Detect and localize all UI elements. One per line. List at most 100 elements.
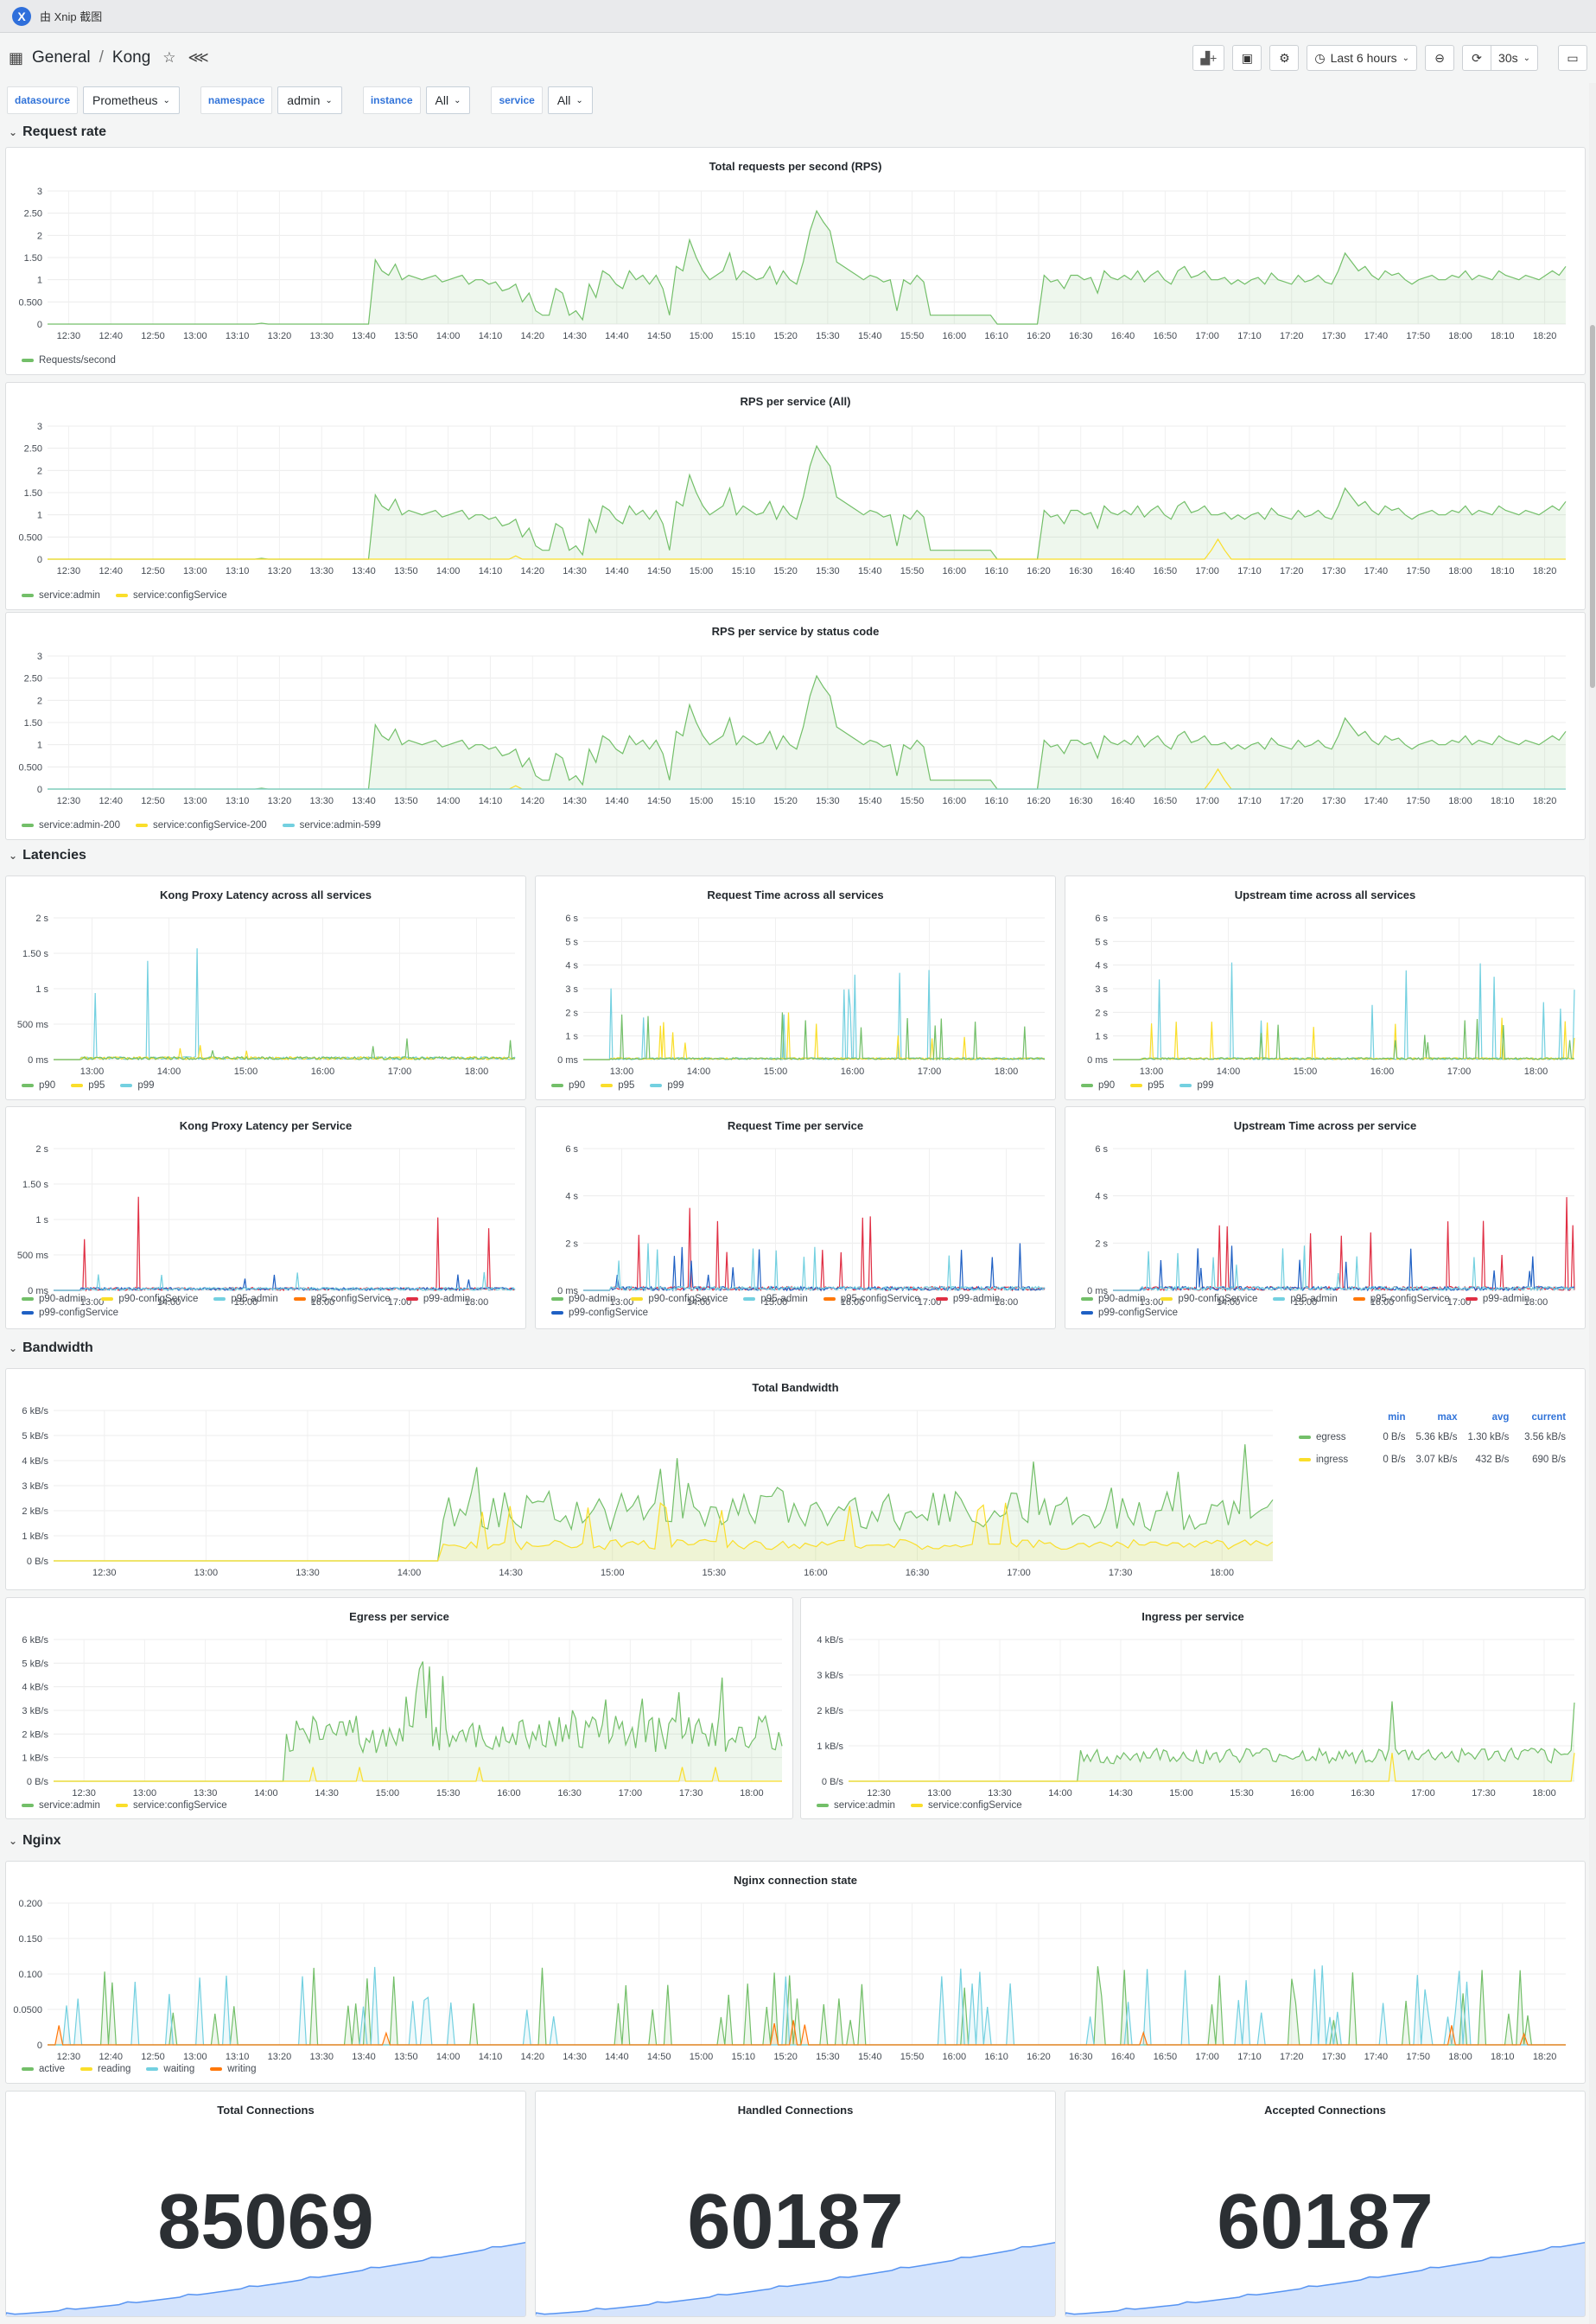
legend-item[interactable]: p99-configService — [551, 1308, 648, 1318]
breadcrumb-folder[interactable]: General — [32, 48, 91, 67]
legend-swatch — [743, 1297, 756, 1301]
x-tick-label: 15:30 — [816, 2052, 840, 2062]
legend-item[interactable]: p99 — [650, 1080, 684, 1091]
legend-item[interactable]: p95 — [601, 1080, 634, 1091]
panel-lat-proxy[interactable]: Kong Proxy Latency across all services 0… — [5, 875, 526, 1100]
panel-bw-egress[interactable]: Egress per service 0 B/s 1 kB/s 2 kB/s 3 kB… — [5, 1597, 793, 1819]
legend-row-egress[interactable]: egress 0 B/s 5.36 kB/s 1.30 kB/s 3.56 kB… — [1294, 1426, 1571, 1449]
legend-item[interactable]: p90-configService — [101, 1294, 198, 1304]
var-select-datasource[interactable]: Prometheus ⌄ — [83, 86, 180, 114]
panel-bw-total[interactable]: Total Bandwidth 0 B/s 1 kB/s 2 kB/s 3 kB/s 4… — [5, 1368, 1586, 1590]
var-select-namespace[interactable]: admin ⌄ — [277, 86, 342, 114]
legend-item[interactable]: service:admin-200 — [22, 820, 120, 831]
legend-item[interactable]: p90 — [22, 1080, 55, 1091]
legend-item[interactable]: p99-configService — [22, 1308, 118, 1318]
legend-item[interactable]: p99-admin — [1465, 1294, 1529, 1304]
legend-item[interactable]: p90-admin — [1081, 1294, 1145, 1304]
legend-item[interactable]: p90-admin — [551, 1294, 615, 1304]
x-tick-label: 15:00 — [690, 566, 714, 576]
breadcrumb-dashboard[interactable]: Kong — [111, 48, 151, 67]
var-select-service[interactable]: All ⌄ — [547, 86, 593, 114]
panel-lat-proxy-svc[interactable]: Kong Proxy Latency per Service 0 ms 500 m… — [5, 1106, 526, 1329]
legend-item[interactable]: service:configService — [115, 1800, 227, 1811]
zoom-out-button[interactable]: ⊖ — [1425, 45, 1455, 71]
star-icon[interactable]: ☆ — [162, 49, 176, 66]
x-tick-label: 17:10 — [1237, 2052, 1262, 2062]
panel-stat-handled[interactable]: Handled Connections 60187 — [535, 2091, 1056, 2317]
legend-item[interactable]: active — [22, 2064, 65, 2074]
legend-item[interactable]: p90 — [551, 1080, 585, 1091]
scrollbar-thumb[interactable] — [1590, 325, 1595, 688]
panel-rps-service[interactable]: RPS per service (All) 0 0.500 1 1.50 2 2.50 3 1… — [5, 382, 1586, 610]
legend-item[interactable]: p95-admin — [1273, 1294, 1338, 1304]
row-nginx[interactable]: ⌄ Nginx — [0, 1828, 70, 1854]
legend-item[interactable]: p99-configService — [1081, 1308, 1178, 1318]
panel-lat-request[interactable]: Request Time across all services 0 ms 1 s… — [535, 875, 1056, 1100]
panel-lat-upstream-svc[interactable]: Upstream Time across per service 0 ms 2 s… — [1065, 1106, 1586, 1329]
legend-item[interactable]: service:admin — [22, 590, 100, 601]
legend-item[interactable]: p95-admin — [743, 1294, 808, 1304]
refresh-button[interactable]: ⟳ — [1462, 45, 1492, 71]
legend-row-ingress[interactable]: ingress 0 B/s 3.07 kB/s 432 B/s 690 B/s — [1294, 1449, 1571, 1471]
settings-button[interactable]: ⚙ — [1269, 45, 1300, 71]
legend-item[interactable]: writing — [210, 2064, 256, 2074]
x-tick-label: 14:30 — [1109, 1788, 1133, 1799]
share-icon[interactable]: ⋘ — [188, 49, 209, 66]
refresh-interval-picker[interactable]: 30s ⌄ — [1491, 45, 1538, 71]
add-panel-button[interactable]: ▟+ — [1192, 45, 1225, 71]
legend-item[interactable]: service:admin — [817, 1800, 895, 1811]
legend-item[interactable]: p95-admin — [213, 1294, 278, 1304]
x-tick-label: 16:40 — [1111, 2052, 1135, 2062]
row-latencies[interactable]: ⌄ Latencies — [0, 843, 95, 869]
y-tick-label: 0 ms — [28, 1286, 48, 1296]
legend-item[interactable]: Requests/second — [22, 355, 116, 366]
panel-lat-upstream[interactable]: Upstream time across all services 0 ms 1 … — [1065, 875, 1586, 1100]
legend-item[interactable]: p95-configService — [823, 1294, 920, 1304]
legend-item[interactable]: p99-admin — [405, 1294, 470, 1304]
save-dashboard-button[interactable]: ▣ — [1232, 45, 1262, 71]
legend-header-min[interactable]: min — [1388, 1412, 1406, 1423]
legend-item[interactable]: p90-configService — [1160, 1294, 1257, 1304]
row-request-rate[interactable]: ⌄ Request rate — [0, 119, 115, 145]
legend-item[interactable]: reading — [80, 2064, 130, 2074]
panel-stat-accepted[interactable]: Accepted Connections 60187 — [1065, 2091, 1586, 2317]
legend-item[interactable]: p90-admin — [22, 1294, 86, 1304]
legend-header-max[interactable]: max — [1437, 1412, 1458, 1423]
legend-item[interactable]: service:admin — [22, 1800, 100, 1811]
x-tick-label: 16:30 — [557, 1788, 582, 1799]
legend-swatch — [1180, 1084, 1192, 1087]
dashboards-grid-icon[interactable]: ▦ — [9, 48, 24, 67]
legend-item[interactable]: service:configService-200 — [135, 820, 267, 831]
legend-item[interactable]: service:configService — [910, 1800, 1022, 1811]
legend-item[interactable]: p95 — [71, 1080, 105, 1091]
x-tick-label: 16:00 — [841, 1066, 865, 1077]
legend-item[interactable]: p99 — [1180, 1080, 1214, 1091]
legend-item[interactable]: service:admin-599 — [282, 820, 381, 831]
legend-item[interactable]: p95 — [1130, 1080, 1164, 1091]
time-picker[interactable]: ◷ Last 6 hours ⌄ — [1307, 45, 1418, 71]
legend-swatch — [135, 824, 148, 827]
legend-item[interactable]: p90 — [1081, 1080, 1115, 1091]
legend-item[interactable]: p90-configService — [631, 1294, 728, 1304]
panel-rps-status[interactable]: RPS per service by status code 0 0.500 1 1.… — [5, 612, 1586, 840]
legend-item[interactable]: p99 — [120, 1080, 155, 1091]
page-scrollbar[interactable] — [1589, 83, 1596, 2324]
row-bandwidth[interactable]: ⌄ Bandwidth — [0, 1335, 102, 1361]
x-tick-label: 14:40 — [605, 796, 629, 806]
panel-bw-ingress[interactable]: Ingress per service 0 B/s 1 kB/s 2 kB/s 3 k… — [800, 1597, 1586, 1819]
legend-header-current[interactable]: current — [1531, 1412, 1567, 1423]
legend-item[interactable]: service:configService — [115, 590, 227, 601]
legend-item[interactable]: p95-configService — [293, 1294, 391, 1304]
var-select-instance[interactable]: All ⌄ — [425, 86, 471, 114]
y-tick-label: 0 — [37, 785, 42, 795]
panel-rps-total[interactable]: Total requests per second (RPS) 0 0.500 1 1… — [5, 147, 1586, 375]
panel-stat-total[interactable]: Total Connections 85069 — [5, 2091, 526, 2317]
panel-lat-request-svc[interactable]: Request Time per service 0 ms 2 s 4 s 6 s 13… — [535, 1106, 1056, 1329]
panel-nginx-conn[interactable]: Nginx connection state 0 0.0500 0.100 0.150… — [5, 1861, 1586, 2084]
legend-item[interactable]: waiting — [146, 2064, 194, 2074]
legend-item[interactable]: p95-configService — [1352, 1294, 1450, 1304]
tv-mode-button[interactable]: ▭ — [1558, 45, 1587, 71]
var-value: Prometheus — [92, 93, 158, 107]
legend-header-avg[interactable]: avg — [1491, 1412, 1510, 1423]
legend-item[interactable]: p99-admin — [935, 1294, 1000, 1304]
